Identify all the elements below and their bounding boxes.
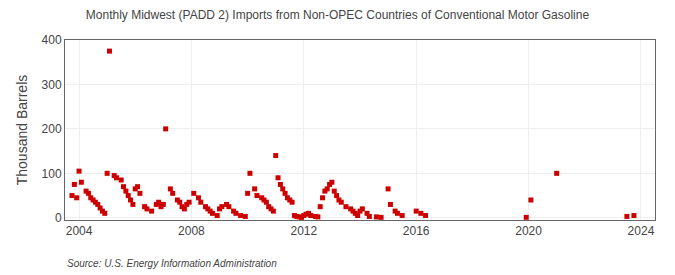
svg-text:300: 300 [42, 78, 62, 92]
svg-text:Monthly Midwest (PADD 2) Impor: Monthly Midwest (PADD 2) Imports from No… [86, 8, 590, 22]
svg-text:2020: 2020 [515, 224, 542, 238]
svg-text:400: 400 [42, 33, 62, 47]
svg-text:Source: U.S. Energy Informatio: Source: U.S. Energy Information Administ… [67, 258, 277, 269]
svg-text:0: 0 [55, 211, 62, 225]
svg-text:2012: 2012 [290, 224, 317, 238]
svg-text:2008: 2008 [178, 224, 205, 238]
svg-text:2004: 2004 [66, 224, 93, 238]
svg-text:2016: 2016 [403, 224, 430, 238]
svg-text:100: 100 [42, 167, 62, 181]
svg-text:200: 200 [42, 122, 62, 136]
svg-text:Thousand Barrels: Thousand Barrels [14, 75, 30, 186]
svg-text:2024: 2024 [628, 224, 655, 238]
